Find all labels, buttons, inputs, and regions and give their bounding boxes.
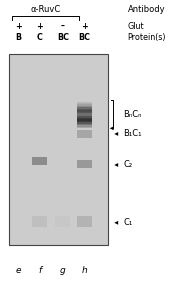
Text: BC: BC: [78, 33, 90, 42]
Bar: [76, 121, 92, 122]
Bar: [32, 216, 47, 227]
Bar: [76, 119, 92, 121]
Text: +: +: [81, 22, 87, 31]
Text: –: –: [61, 22, 65, 31]
Bar: [76, 127, 92, 128]
Text: Glut: Glut: [127, 22, 144, 31]
Bar: [76, 125, 92, 127]
Text: C₂: C₂: [123, 160, 132, 169]
Bar: [76, 112, 92, 113]
Text: Protein(s): Protein(s): [127, 33, 166, 42]
Bar: [76, 102, 92, 103]
Bar: [76, 160, 92, 168]
Bar: [9, 54, 108, 245]
Bar: [32, 157, 47, 165]
Text: h: h: [81, 266, 87, 275]
Bar: [76, 115, 92, 116]
Text: BₙCₙ: BₙCₙ: [123, 110, 142, 119]
Bar: [76, 106, 92, 107]
Bar: [76, 109, 92, 111]
Text: +: +: [36, 22, 43, 31]
Bar: [76, 216, 92, 227]
Bar: [76, 105, 92, 106]
Bar: [76, 122, 92, 124]
Text: C₁: C₁: [123, 218, 132, 227]
Text: Antibody: Antibody: [127, 5, 165, 14]
Bar: [76, 107, 92, 109]
Text: C: C: [37, 33, 43, 42]
Bar: [76, 103, 92, 105]
Bar: [76, 124, 92, 125]
Text: BC: BC: [57, 33, 69, 42]
Text: g: g: [60, 266, 66, 275]
Text: B₁C₁: B₁C₁: [123, 129, 142, 138]
Bar: [55, 216, 70, 227]
Text: +: +: [15, 22, 22, 31]
Text: e: e: [16, 266, 21, 275]
Bar: [76, 116, 92, 118]
Bar: [76, 130, 92, 138]
Bar: [76, 111, 92, 112]
Bar: [76, 118, 92, 119]
Text: B: B: [16, 33, 22, 42]
Text: f: f: [38, 266, 41, 275]
Text: α-RuvC: α-RuvC: [30, 5, 61, 14]
Bar: [76, 113, 92, 115]
